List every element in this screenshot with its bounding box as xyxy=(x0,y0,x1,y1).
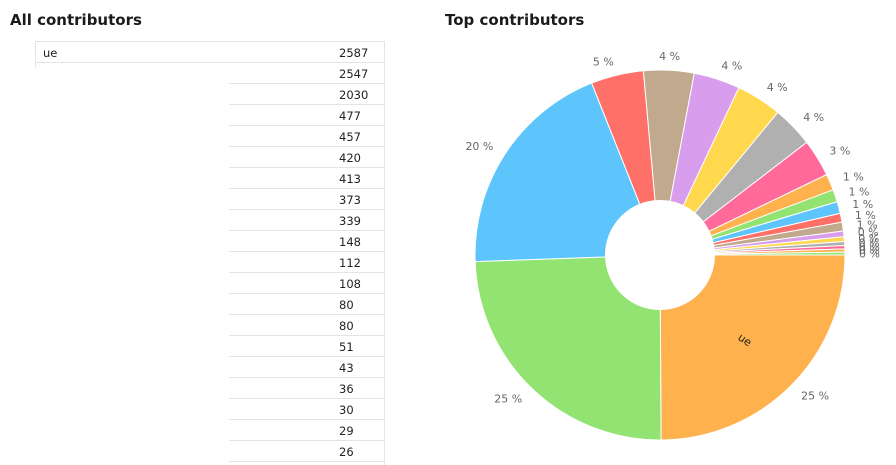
row-divider xyxy=(229,356,385,357)
row-divider xyxy=(229,314,385,315)
pie-slice[interactable] xyxy=(474,82,661,263)
slice-percent-label: 1 % xyxy=(855,209,876,222)
table-row[interactable]: 51 xyxy=(35,336,385,357)
contribution-count: 51 xyxy=(339,340,354,354)
contribution-count: 26 xyxy=(339,445,354,459)
table-row[interactable]: 2030 xyxy=(35,84,385,105)
table-row[interactable]: 477 xyxy=(35,105,385,126)
row-divider xyxy=(229,146,385,147)
table-row[interactable]: 420 xyxy=(35,147,385,168)
row-divider xyxy=(229,125,385,126)
table-row[interactable]: 43 xyxy=(35,357,385,378)
slice-percent-label: 25 % xyxy=(494,393,522,406)
row-divider xyxy=(229,230,385,231)
contribution-count: 2030 xyxy=(339,88,369,102)
table-row[interactable]: 339 xyxy=(35,210,385,231)
row-divider xyxy=(229,293,385,294)
contribution-count: 80 xyxy=(339,298,354,312)
row-divider xyxy=(229,335,385,336)
all-contributors-title: All contributors xyxy=(10,11,142,29)
table-row[interactable]: 2547 xyxy=(35,63,385,84)
contribution-count: 36 xyxy=(339,382,354,396)
table-row[interactable]: ue 2587 xyxy=(35,41,385,63)
slice-percent-label: 1 % xyxy=(857,218,878,231)
pie-slice[interactable] xyxy=(659,254,846,441)
top-contributors-title: Top contributors xyxy=(445,11,585,29)
donut-hole xyxy=(605,200,715,310)
row-divider xyxy=(229,209,385,210)
slice-percent-label: 1 % xyxy=(843,171,864,184)
slice-percent-label: 0 % xyxy=(859,241,880,254)
row-divider xyxy=(35,62,385,63)
table-row[interactable]: 457 xyxy=(35,126,385,147)
contribution-count: 112 xyxy=(339,256,361,270)
pie-slice[interactable] xyxy=(474,254,662,441)
contribution-count: 148 xyxy=(339,235,361,249)
contribution-count: 29 xyxy=(339,424,354,438)
slice-percent-label: 3 % xyxy=(829,145,850,158)
table-row[interactable]: 148 xyxy=(35,231,385,252)
contribution-count: 2547 xyxy=(339,67,369,81)
slice-percent-label: 4 % xyxy=(721,60,742,73)
contribution-count: 80 xyxy=(339,319,354,333)
table-right-border xyxy=(384,41,385,465)
contribution-count: 2587 xyxy=(339,46,369,60)
contribution-count: 108 xyxy=(339,277,361,291)
row-divider xyxy=(229,419,385,420)
row-divider xyxy=(229,377,385,378)
contribution-count: 43 xyxy=(339,361,354,375)
row-divider xyxy=(229,440,385,441)
table-row[interactable]: 413 xyxy=(35,168,385,189)
slice-percent-label: 1 % xyxy=(849,185,870,198)
contribution-count: 477 xyxy=(339,109,361,123)
slice-percent-label: 4 % xyxy=(767,81,788,94)
slice-percent-label: 0 % xyxy=(859,237,880,250)
table-left-border xyxy=(35,41,36,67)
slice-percent-label: 20 % xyxy=(465,140,493,153)
contribution-count: 373 xyxy=(339,193,361,207)
table-row[interactable]: 26 xyxy=(35,441,385,462)
contribution-count: 457 xyxy=(339,130,361,144)
contribution-count: 30 xyxy=(339,403,354,417)
slice-percent-label: 4 % xyxy=(803,111,824,124)
slice-percent-label: 0 % xyxy=(858,232,879,245)
contribution-count: 420 xyxy=(339,151,361,165)
table-row[interactable]: 80 xyxy=(35,294,385,315)
slice-percent-label: 25 % xyxy=(801,389,829,402)
contribution-count: 339 xyxy=(339,214,361,228)
slice-percent-label: 4 % xyxy=(659,50,680,63)
table-row[interactable]: 29 xyxy=(35,420,385,441)
slice-percent-label: 0 % xyxy=(859,244,880,257)
row-divider xyxy=(229,83,385,84)
table-row[interactable]: 108 xyxy=(35,273,385,294)
slice-percent-label: 0 % xyxy=(858,226,879,239)
contributor-name: ue xyxy=(43,46,58,60)
table-row[interactable]: 112 xyxy=(35,252,385,273)
contributors-table: ue 2587 2547 2030 477 457 420 413 373 339 148 112 10… xyxy=(35,41,385,462)
contribution-count: 413 xyxy=(339,172,361,186)
slice-percent-label: 0 % xyxy=(859,247,880,260)
row-divider xyxy=(229,461,385,462)
slice-percent-label: 5 % xyxy=(593,55,614,68)
row-divider xyxy=(229,398,385,399)
row-divider xyxy=(229,104,385,105)
row-divider xyxy=(229,251,385,252)
table-row[interactable]: 36 xyxy=(35,378,385,399)
table-row[interactable]: 373 xyxy=(35,189,385,210)
slice-percent-label: 1 % xyxy=(852,198,873,211)
table-row[interactable]: 80 xyxy=(35,315,385,336)
table-row[interactable]: 30 xyxy=(35,399,385,420)
row-divider xyxy=(229,167,385,168)
row-divider xyxy=(229,272,385,273)
row-divider xyxy=(229,188,385,189)
